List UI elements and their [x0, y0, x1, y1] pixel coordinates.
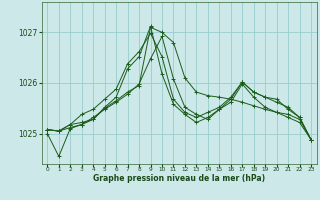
X-axis label: Graphe pression niveau de la mer (hPa): Graphe pression niveau de la mer (hPa): [93, 174, 265, 183]
